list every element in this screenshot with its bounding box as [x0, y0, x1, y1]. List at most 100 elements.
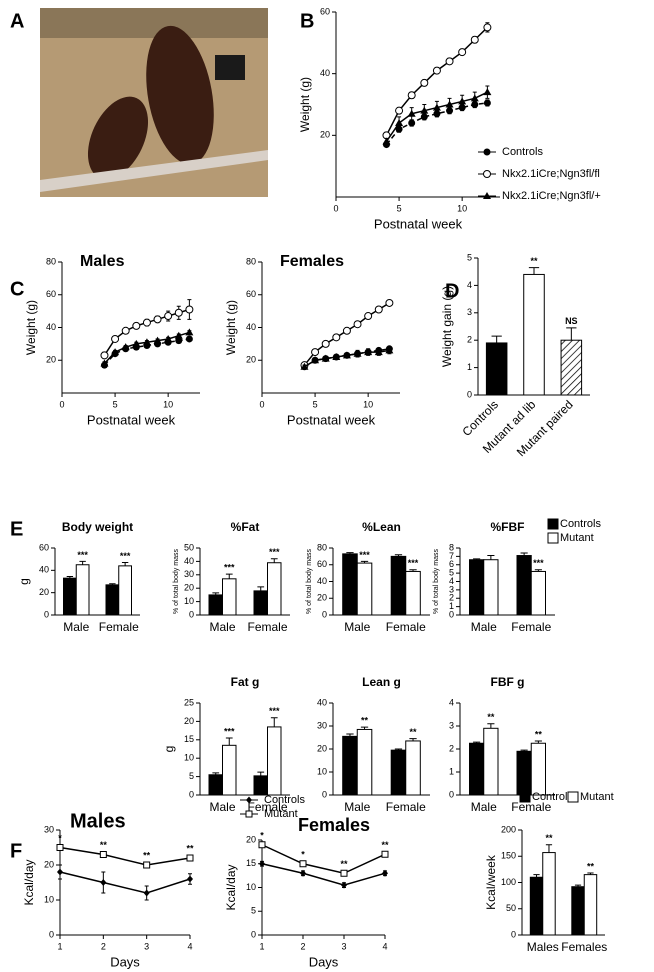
y-tick-label: 0 [189, 609, 194, 619]
bar [523, 273, 545, 396]
error-bar [360, 726, 369, 730]
significance: ** [361, 716, 369, 726]
marker [353, 349, 362, 357]
error-bar [270, 558, 278, 563]
significance: ** [487, 712, 495, 722]
error-bar [257, 771, 265, 776]
significance: *** [533, 558, 544, 568]
marker [407, 109, 416, 117]
y-tick-label: 150 [501, 851, 516, 861]
marker [458, 48, 467, 57]
error-bar [212, 772, 220, 775]
y-axis-label: % of total body mass [433, 549, 440, 614]
x-tick-label: 3 [144, 941, 149, 951]
panel-label: F [10, 840, 22, 862]
y-axis-label: Weight gain (g) [440, 286, 454, 367]
x-tick-label: Male [209, 800, 235, 814]
marker [374, 348, 383, 356]
significance: *** [120, 551, 131, 561]
y-axis-label: Kcal/week [484, 854, 498, 910]
marker [445, 100, 454, 108]
y-tick-label: 0 [467, 389, 472, 399]
legend-label: Controls [560, 518, 601, 530]
y-tick-label: 5 [449, 568, 454, 578]
error-bar [566, 327, 577, 341]
bar [208, 594, 223, 616]
significance: ** [381, 840, 389, 850]
legend-label: Controls [502, 146, 543, 158]
y-tick-label: 20 [246, 355, 256, 365]
error-bar [587, 872, 594, 875]
bar [390, 555, 407, 616]
x-tick-label: 1 [259, 941, 264, 951]
marker [432, 66, 441, 75]
y-tick-label: 40 [320, 68, 330, 78]
marker [186, 854, 194, 862]
marker [300, 869, 306, 877]
marker [299, 860, 307, 868]
legend-label: Nkx2.1iCre;Ngn3fl/+ [502, 190, 601, 202]
x-tick-label: 1 [57, 941, 62, 951]
y-tick-label: 0 [322, 789, 327, 799]
x-axis-label: Postnatal week [87, 412, 176, 427]
marker [420, 106, 429, 114]
x-tick-label: 2 [101, 941, 106, 951]
y-axis-label: Weight (g) [224, 300, 238, 355]
marker [470, 94, 479, 102]
y-tick-label: 20 [184, 583, 194, 593]
marker [164, 334, 173, 342]
y-tick-label: 60 [320, 6, 330, 16]
y-tick-label: 1 [449, 766, 454, 776]
marker [132, 339, 141, 347]
y-tick-label: 6 [449, 559, 454, 569]
bar [267, 562, 282, 616]
y-axis-label: Weight (g) [298, 77, 312, 132]
y-tick-label: 25 [184, 697, 194, 707]
marker [385, 298, 394, 307]
y-tick-label: 5 [467, 252, 472, 262]
marker [353, 320, 362, 329]
y-tick-label: 0 [189, 789, 194, 799]
y-tick-label: 5 [251, 906, 256, 916]
marker [341, 881, 347, 889]
error-bar [79, 560, 86, 565]
y-tick-label: 0 [449, 609, 454, 619]
x-axis-label: Days [110, 954, 140, 969]
bar [485, 342, 508, 396]
marker [187, 875, 193, 883]
legend-label: Controls [532, 791, 573, 803]
y-tick-label: 4 [449, 697, 454, 707]
marker [374, 305, 383, 314]
y-axis-label: % of total body mass [173, 549, 180, 614]
x-tick-label: 4 [187, 941, 192, 951]
marker [340, 869, 348, 877]
y-tick-label: 3 [449, 720, 454, 730]
bar [516, 555, 532, 616]
legend-label: Mutant [264, 808, 298, 820]
y-tick-label: 60 [39, 542, 49, 552]
panel-label: E [10, 518, 23, 540]
marker [99, 851, 107, 858]
error-bar [257, 586, 265, 591]
y-tick-label: 0 [449, 789, 454, 799]
y-tick-label: 20 [317, 593, 327, 603]
marker [121, 343, 130, 351]
y-tick-label: 0 [44, 609, 49, 619]
marker [142, 338, 151, 346]
marker [364, 348, 373, 356]
chart-title: %Lean [362, 520, 401, 534]
y-tick-label: 80 [317, 542, 327, 552]
x-tick-label: 10 [163, 399, 173, 409]
bar [390, 749, 407, 796]
significance: *** [224, 563, 235, 573]
x-tick-label: Male [209, 620, 235, 634]
x-tick-label: Female [247, 800, 287, 814]
marker [300, 362, 309, 370]
significance: ** [100, 840, 108, 850]
x-tick-label: 5 [397, 203, 402, 213]
marker [321, 339, 330, 348]
marker [245, 810, 253, 818]
marker [311, 356, 320, 364]
